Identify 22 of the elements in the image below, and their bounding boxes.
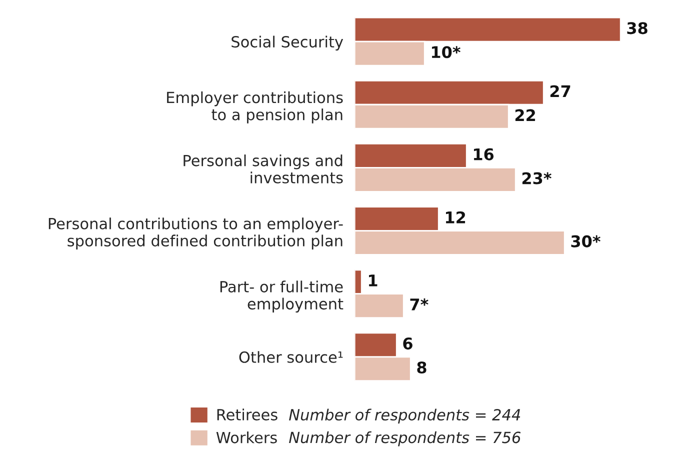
data-label: 30* [571,235,600,248]
data-label: 1 [368,274,378,286]
y-tick-label: Personal savings and investments [184,154,343,184]
data-label: 8 [417,361,426,374]
legend-label: Workers [216,432,277,444]
text: Number of respondents = 756 [289,431,521,446]
data-label: 7* [410,298,428,310]
y-tick-label: Other source¹ [239,351,343,363]
y-tick-label: Social Security [232,36,344,51]
y-tick-label: Employer contributions to a pension plan [167,91,343,124]
data-label: 6 [403,337,412,350]
data-label: 23* [522,172,552,184]
text: Number of respondents = 244 [289,408,520,424]
data-label: 27 [550,85,570,98]
data-label: 12 [446,211,466,224]
data-label: 22 [515,109,536,122]
data-label: 38 [627,22,648,34]
data-label: 16 [474,148,494,160]
legend-label: Retirees [217,408,278,420]
data-label: 10* [432,46,460,58]
y-tick-label: Personal contributions to an employer- sponsored defined contribution plan [48,218,343,250]
y-tick-label: Part- or full-time employment [220,280,344,313]
